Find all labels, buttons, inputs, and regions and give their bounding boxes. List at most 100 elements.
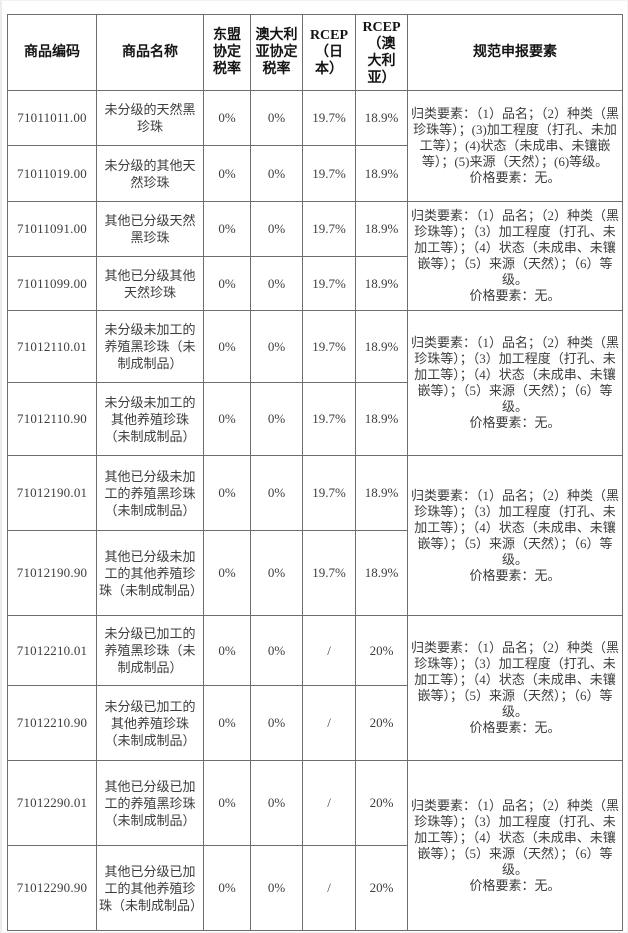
rcep-japan-rate-cell: 19.7% — [302, 310, 356, 383]
commodity-code-cell: 71012290.90 — [7, 845, 97, 931]
asean-rate-cell: 0% — [203, 145, 251, 202]
commodity-code-cell: 71012210.01 — [7, 615, 97, 686]
rcep-japan-rate-cell: / — [302, 615, 356, 686]
rcep-australia-rate-cell: 18.9% — [355, 145, 408, 202]
asean-rate-cell: 0% — [203, 382, 251, 456]
australia-rate-cell: 0% — [250, 310, 303, 383]
rcep-australia-rate-cell: 18.9% — [355, 382, 408, 456]
asean-rate-cell: 0% — [203, 455, 251, 531]
table-body: 71011011.00 未分级的天然黑珍珠 0% 0% 19.7% 18.9% 归类要素：（… — [7, 90, 623, 931]
rcep-japan-rate-cell: 19.7% — [302, 455, 356, 531]
column-header-rcep-australia: RCEP （澳 大利 亚） — [355, 14, 408, 91]
commodity-name-cell: 未分级已加工的其他养殖珍珠（未制成制品） — [96, 685, 204, 761]
column-header-rcep-japan: RCEP （日 本） — [302, 14, 356, 91]
declaration-cell: 归类要素：（1）品名；（2）种类（黑珍珠等）；（3）加工程度（打孔、未加工等）；… — [407, 760, 623, 931]
rcep-australia-rate-cell: 18.9% — [355, 310, 408, 383]
commodity-code-cell: 71012110.90 — [7, 382, 97, 456]
commodity-name-cell: 未分级的天然黑珍珠 — [96, 90, 204, 146]
asean-rate-cell: 0% — [203, 615, 251, 686]
commodity-name-cell: 未分级已加工的养殖黑珍珠（未制成制品） — [96, 615, 204, 686]
asean-rate-cell: 0% — [203, 90, 251, 146]
rcep-australia-rate-cell: 20% — [355, 615, 408, 686]
asean-rate-cell: 0% — [203, 685, 251, 761]
table-row: 71011019.00 未分级的其他天然珍珠 0% 0% 19.7% 18.9% — [7, 145, 623, 202]
commodity-name-cell: 未分级的其他天然珍珠 — [96, 145, 204, 202]
rcep-japan-rate-cell: 19.7% — [302, 201, 356, 257]
rcep-australia-rate-cell: 20% — [355, 685, 408, 761]
australia-rate-cell: 0% — [250, 530, 303, 616]
commodity-code-cell: 71012190.01 — [7, 455, 97, 531]
australia-rate-cell: 0% — [250, 615, 303, 686]
asean-rate-cell: 0% — [203, 310, 251, 383]
declaration-cell: 归类要素：（1）品名；（2）种类（黑珍珠等）；（3）加工程度（打孔、未加工等）；… — [407, 455, 623, 616]
table-row: 71011099.00 其他已分级其他天然珍珠 0% 0% 19.7% 18.9% — [7, 256, 623, 311]
header-row: 商品编码 商品名称 东盟 协定 税率 澳大利 亚协定 税率 RCEP （日 本） RCEP… — [7, 14, 623, 91]
rcep-japan-rate-cell: 19.7% — [302, 256, 356, 311]
australia-rate-cell: 0% — [250, 685, 303, 761]
declaration-cell: 归类要素：（1）品名；（2）种类（黑珍珠等）；（3）加工程度（打孔、未加工等）；… — [407, 201, 623, 311]
declaration-cell: 归类要素：（1）品名；（2）种类（黑珍珠等）；(3)加工程度（打孔、未加工等）；… — [407, 90, 623, 202]
commodity-name-cell: 其他已分级其他天然珍珠 — [96, 256, 204, 311]
table-row: 71011091.00 其他已分级天然黑珍珠 0% 0% 19.7% 18.9% 归类要素：… — [7, 201, 623, 311]
australia-rate-cell: 0% — [250, 145, 303, 202]
commodity-name-cell: 其他已分级天然黑珍珠 — [96, 201, 204, 257]
asean-rate-cell: 0% — [203, 201, 251, 257]
table-row: 71012110.90 未分级未加工的其他养殖珍珠（未制成制品） 0% 0% 19.7%… — [7, 382, 623, 456]
table-row: 71012290.90 其他已分级已加工的其他养殖珍珠（未制成制品） 0% 0%/20… — [7, 845, 623, 931]
asean-rate-cell: 0% — [203, 845, 251, 931]
rcep-japan-rate-cell: / — [302, 760, 356, 846]
rcep-australia-rate-cell: 20% — [355, 760, 408, 846]
australia-rate-cell: 0% — [250, 256, 303, 311]
australia-rate-cell: 0% — [250, 201, 303, 257]
commodity-name-cell: 其他已分级未加工的养殖黑珍珠（未制成制品） — [96, 455, 204, 531]
column-header-australia: 澳大利 亚协定 税率 — [250, 14, 303, 91]
column-header-name: 商品名称 — [96, 14, 204, 91]
table-row: 71012190.01 其他已分级未加工的养殖黑珍珠（未制成制品） 0% 0% 19.7… — [7, 455, 623, 616]
column-header-declaration: 规范申报要素 — [407, 14, 623, 91]
australia-rate-cell: 0% — [250, 455, 303, 531]
table-row: 71011011.00 未分级的天然黑珍珠 0% 0% 19.7% 18.9% 归类要素：（… — [7, 90, 623, 202]
column-header-asean: 东盟 协定 税率 — [203, 14, 251, 91]
declaration-cell: 归类要素：（1）品名；（2）种类（黑珍珠等）；（3）加工程度（打孔、未加工等）；… — [407, 615, 623, 761]
commodity-code-cell: 71011011.00 — [7, 90, 97, 146]
commodity-code-cell: 71011099.00 — [7, 256, 97, 311]
table-row: 71012210.90 未分级已加工的其他养殖珍珠（未制成制品） 0% 0%/20% — [7, 685, 623, 761]
table-row: 71012210.01 未分级已加工的养殖黑珍珠（未制成制品） 0% 0%/20% 归类… — [7, 615, 623, 761]
asean-rate-cell: 0% — [203, 760, 251, 846]
column-header-code: 商品编码 — [7, 14, 97, 91]
rcep-australia-rate-cell: 18.9% — [355, 530, 408, 616]
rcep-japan-rate-cell: / — [302, 685, 356, 761]
australia-rate-cell: 0% — [250, 90, 303, 146]
rcep-japan-rate-cell: 19.7% — [302, 530, 356, 616]
table-row: 71012290.01 其他已分级已加工的养殖黑珍珠（未制成制品） 0% 0%/20%… — [7, 760, 623, 931]
commodity-code-cell: 71012190.90 — [7, 530, 97, 616]
tariff-table: 商品编码 商品名称 东盟 协定 税率 澳大利 亚协定 税率 RCEP （日 本） RCEP… — [7, 14, 623, 931]
australia-rate-cell: 0% — [250, 845, 303, 931]
table-header: 商品编码 商品名称 东盟 协定 税率 澳大利 亚协定 税率 RCEP （日 本） RCEP… — [7, 14, 623, 91]
commodity-name-cell: 未分级未加工的其他养殖珍珠（未制成制品） — [96, 382, 204, 456]
rcep-australia-rate-cell: 18.9% — [355, 455, 408, 531]
commodity-name-cell: 其他已分级已加工的养殖黑珍珠（未制成制品） — [96, 760, 204, 846]
rcep-australia-rate-cell: 18.9% — [355, 256, 408, 311]
table-row: 71012110.01 未分级未加工的养殖黑珍珠（未制成制品） 0% 0% 19.7% 1… — [7, 310, 623, 456]
australia-rate-cell: 0% — [250, 382, 303, 456]
australia-rate-cell: 0% — [250, 760, 303, 846]
commodity-name-cell: 其他已分级未加工的其他养殖珍珠（未制成制品） — [96, 530, 204, 616]
commodity-name-cell: 未分级未加工的养殖黑珍珠（未制成制品） — [96, 310, 204, 383]
commodity-code-cell: 71012110.01 — [7, 310, 97, 383]
commodity-code-cell: 71012210.90 — [7, 685, 97, 761]
rcep-australia-rate-cell: 18.9% — [355, 90, 408, 146]
rcep-japan-rate-cell: / — [302, 845, 356, 931]
rcep-japan-rate-cell: 19.7% — [302, 382, 356, 456]
commodity-code-cell: 71011091.00 — [7, 201, 97, 257]
rcep-australia-rate-cell: 20% — [355, 845, 408, 931]
rcep-australia-rate-cell: 18.9% — [355, 201, 408, 257]
rcep-japan-rate-cell: 19.7% — [302, 145, 356, 202]
commodity-code-cell: 71011019.00 — [7, 145, 97, 202]
table-row: 71012190.90 其他已分级未加工的其他养殖珍珠（未制成制品） 0% 0% 19.… — [7, 530, 623, 616]
declaration-cell: 归类要素：（1）品名；（2）种类（黑珍珠等）；（3）加工程度（打孔、未加工等）；… — [407, 310, 623, 456]
asean-rate-cell: 0% — [203, 530, 251, 616]
asean-rate-cell: 0% — [203, 256, 251, 311]
commodity-name-cell: 其他已分级已加工的其他养殖珍珠（未制成制品） — [96, 845, 204, 931]
